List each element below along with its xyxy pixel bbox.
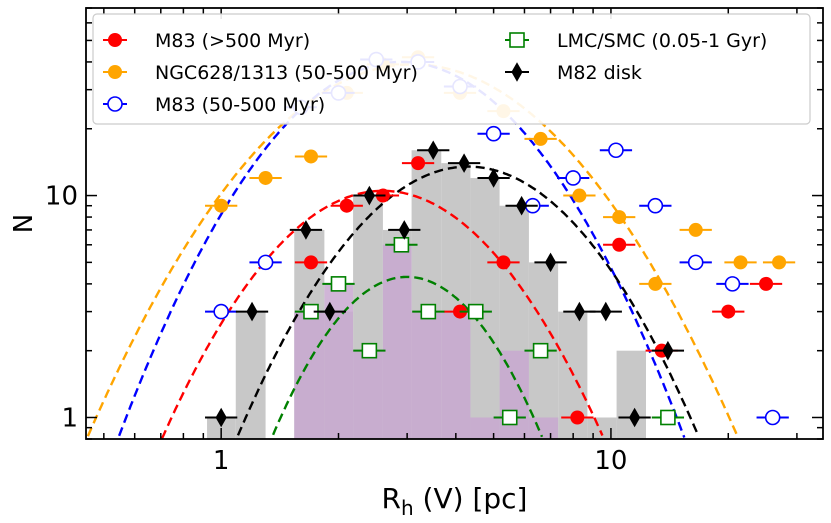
legend: M83 (>500 Myr) NGC628/1313 (50-500 Myr) M8… [92,13,811,125]
histogram-bars [207,150,646,439]
data-point [467,303,484,320]
legend-box [92,13,811,125]
histogram-bar [499,350,529,439]
data-point [458,153,470,173]
data-point [660,409,676,426]
legend-item: NGC628/1313 (50-500 Myr) [103,62,418,84]
data-point [246,301,258,322]
data-point [687,254,704,271]
data-point [257,254,274,271]
tick-labels: 1 10 1 10 [45,182,628,476]
data-point [511,62,523,82]
histogram-bar [353,350,383,439]
data-point [759,276,774,291]
axis-ticks [86,7,823,440]
data-point [398,220,410,240]
x-tick-label: 10 [594,446,627,476]
data-point [764,409,781,426]
data-point [724,276,741,292]
data-point [544,252,557,273]
data-point [303,149,318,164]
data-point [565,170,581,186]
data-point [485,125,502,142]
legend-label: M83 (>500 Myr) [155,30,310,52]
data-point [600,301,612,322]
histogram-bar [528,417,559,439]
legend-item: LMC/SMC (0.05-1 Gyr) [505,30,767,52]
data-point [324,301,336,322]
legend-item: M83 (50-500 Myr) [103,94,325,116]
data-point [108,65,122,79]
fit-curve [86,63,739,437]
y-tick-label: 10 [45,182,78,212]
data-point [330,276,347,292]
data-point [393,236,410,253]
x-tick-label: 1 [213,446,230,476]
data-point [213,303,229,320]
data-point [647,197,664,214]
data-point [772,255,787,270]
histogram-bar [616,350,646,439]
data-point [363,185,375,206]
data-point [573,301,585,322]
data-point [572,188,587,203]
legend-item: M83 (>500 Myr) [103,30,310,52]
y-axis-label: N [9,214,39,233]
data-point [215,407,227,428]
histogram-bar [411,311,442,439]
legend-label: NGC628/1313 (50-500 Myr) [155,62,418,84]
data-point [501,409,518,426]
data-point [214,198,229,213]
fit-curve [236,165,700,436]
data-point [509,32,525,48]
histogram-bar [441,311,471,439]
data-point [733,255,748,270]
legend-label: LMC/SMC (0.05-1 Gyr) [557,30,767,52]
legend-label: M83 (50-500 Myr) [155,94,325,116]
histogram-bar [470,417,500,439]
data-point [662,340,674,361]
data-point [628,407,641,428]
data-point [516,195,528,216]
histogram-bar [235,311,266,439]
data-point [532,342,549,359]
data-point [107,96,123,112]
data-point [361,342,378,359]
data-point [688,222,703,237]
data-point [648,276,663,291]
data-point [488,168,500,188]
x-axis-label: Rh (V) [pc] [382,482,528,520]
plot-frame [85,7,824,440]
legend-label: M82 disk [557,62,642,84]
fit-curve [271,275,544,438]
data-point [608,142,624,159]
data-point [496,255,511,270]
data-point [108,33,122,47]
y-tick-label: 1 [61,403,78,433]
data-point [420,303,437,320]
data-point [339,198,354,213]
data-point [300,220,312,240]
data-point [612,237,627,252]
data-point [570,410,585,425]
data-point [533,131,548,146]
histogram-bar [382,244,412,439]
data-point [427,140,439,161]
data-point [721,304,736,319]
fit-curve [160,189,604,440]
histogram-bar [587,417,617,439]
data-point [411,156,426,171]
data-point [303,255,318,270]
data-point [612,210,627,225]
legend-item: M82 disk [505,62,642,84]
data-point [258,170,273,185]
histogram-bar [294,311,325,439]
